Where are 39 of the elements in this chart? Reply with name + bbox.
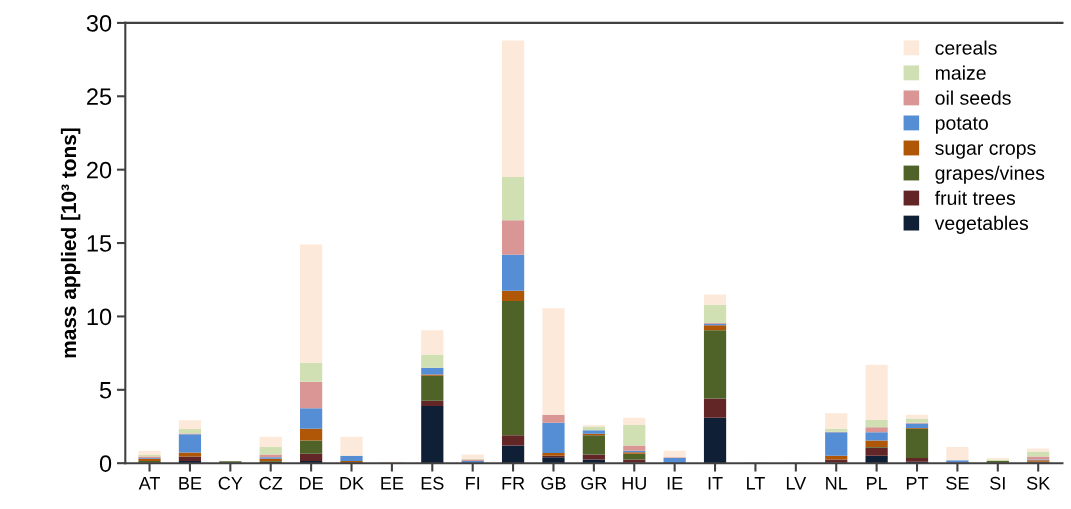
legend-label: sugar crops (935, 144, 1036, 159)
legend-label: grapes/vines (935, 165, 1045, 184)
legend-label: potato (935, 117, 988, 134)
y-tick-label: 15 (87, 235, 112, 252)
x-tick-label: LT (747, 477, 765, 490)
y-tick-label: 10 (87, 308, 112, 326)
x-tick-label: BE (179, 477, 202, 490)
x-tick-label: SI (990, 476, 1005, 490)
y-axis-title: mass applied [10³ tons] (60, 128, 81, 358)
x-tick-label: SE (946, 476, 969, 490)
x-tick-label: LV (786, 477, 807, 490)
legend-label: maize (935, 65, 986, 80)
y-tick-label: 20 (87, 161, 112, 179)
x-tick-label: CZ (259, 476, 283, 490)
x-tick-label: NL (826, 477, 848, 490)
x-tick-label: FR (502, 477, 525, 490)
x-tick-label: SK (1026, 476, 1051, 490)
legend-label: vegetables (934, 215, 1029, 234)
x-tick-label: HU (622, 477, 646, 490)
legend-label: oil seeds (935, 90, 1011, 105)
x-tick-label: EE (381, 477, 404, 490)
x-tick-label: DK (340, 477, 364, 490)
x-tick-label: ES (421, 476, 444, 490)
x-tick-label: DE (300, 477, 323, 490)
x-tick-label: CY (218, 476, 243, 490)
x-tick-label: PT (906, 477, 929, 490)
x-tick-label: IT (708, 477, 723, 490)
x-tick-label: GR (581, 476, 607, 490)
y-tick-label: 5 (99, 382, 112, 399)
y-tick-label: 25 (87, 88, 112, 106)
x-tick-label: AT (138, 477, 160, 490)
x-tick-label: IE (667, 477, 683, 490)
x-tick-label: FI (466, 477, 480, 490)
x-tick-label: GB (541, 476, 566, 490)
legend-label: cereals (935, 40, 997, 55)
x-tick-label: PL (867, 477, 888, 490)
y-tick-label: 0 (99, 455, 112, 472)
legend-label: fruit trees (934, 190, 1016, 205)
y-tick-label: 30 (86, 14, 112, 32)
